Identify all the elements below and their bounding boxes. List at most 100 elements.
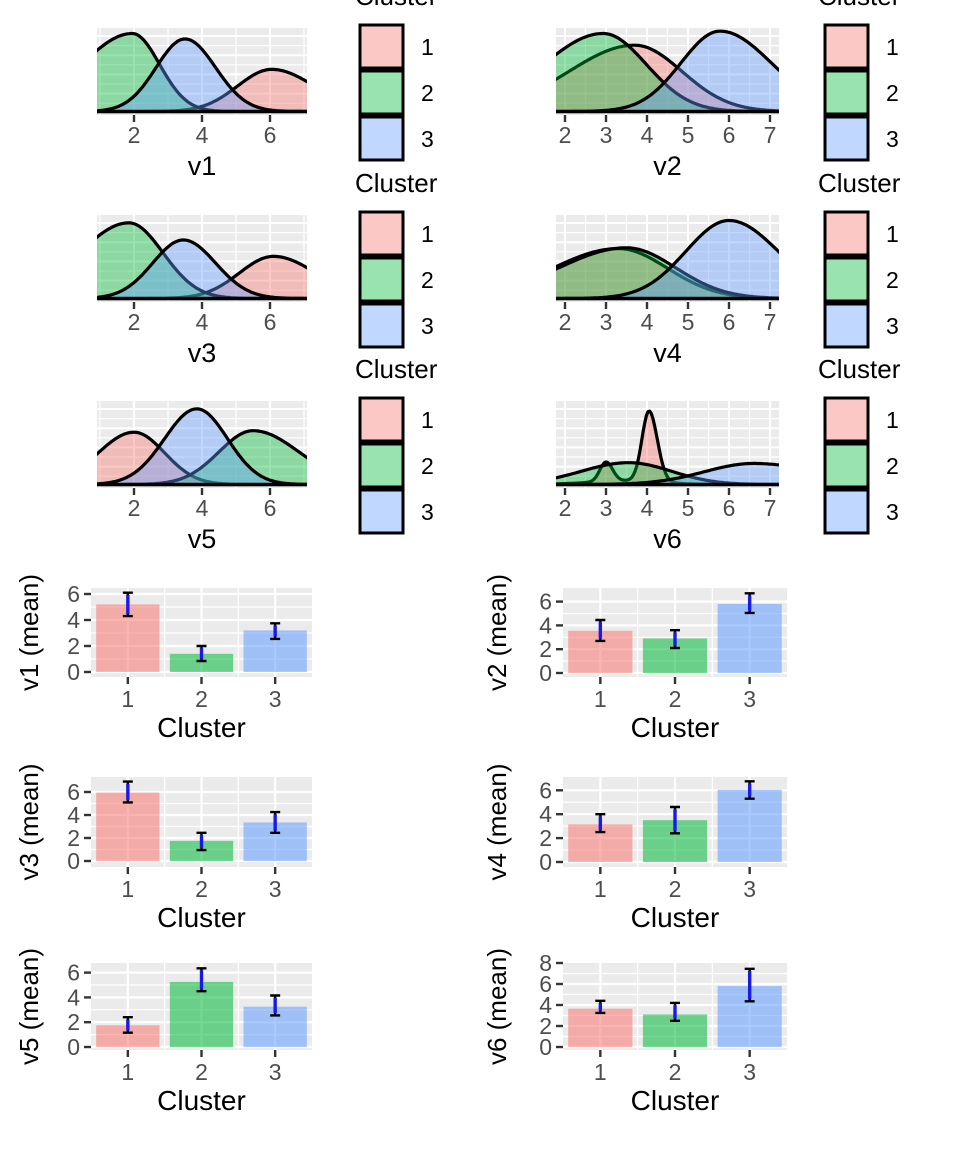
x-tick-label: 3 (743, 876, 756, 902)
y-tick-label: 0 (67, 1034, 80, 1060)
legend-title: Cluster (818, 0, 901, 11)
legend-entry-label: 2 (886, 80, 899, 106)
y-tick-label: 6 (539, 777, 552, 803)
legend-swatch-cluster3 (358, 302, 405, 349)
x-tick-label: 3 (600, 122, 613, 148)
x-tick-label: 3 (269, 1059, 282, 1085)
x-tick-label: 4 (196, 309, 209, 335)
legend-entry-label: 1 (421, 221, 434, 247)
x-tick-label: 6 (264, 309, 277, 335)
legend-swatch-cluster1 (358, 23, 405, 70)
bar-cluster3 (717, 789, 782, 862)
density-curves (556, 29, 779, 114)
legend-title: Cluster (355, 354, 438, 384)
x-axis-title: v1 (188, 151, 217, 181)
x-axis-title: v4 (653, 338, 682, 368)
y-tick-label: 6 (539, 971, 552, 997)
x-axis-title: v2 (653, 151, 682, 181)
panel-grid (97, 215, 307, 302)
error-bars (122, 780, 281, 852)
x-tick-label: 3 (743, 686, 756, 712)
density-curve-cluster2 (556, 246, 779, 301)
x-tick-label: 2 (128, 309, 141, 335)
legend-entry-label: 3 (886, 126, 899, 152)
legend-entry-label: 2 (421, 267, 434, 293)
x-tick-label: 2 (195, 1059, 208, 1085)
y-axis-title: v6 (mean) (482, 948, 512, 1065)
error-bars (122, 967, 281, 1034)
x-axis-title: v3 (188, 338, 217, 368)
legend-entry-label: 1 (886, 407, 899, 433)
panel-grid (556, 401, 779, 488)
x-tick-label: 6 (723, 309, 736, 335)
density-chart-v5: 2 4 6 v5 Cluster 1 2 3 (97, 354, 438, 554)
density-curves (556, 409, 779, 487)
legend-entry-label: 1 (886, 34, 899, 60)
bar-cluster1 (96, 792, 160, 861)
x-axis: 2 4 6 v3 (128, 302, 277, 368)
x-axis: 2 3 4 5 6 7 v4 (559, 302, 777, 368)
x-tick-label: 1 (121, 1059, 134, 1085)
y-axis-title: v1 (mean) (14, 574, 44, 691)
x-tick-label: 2 (128, 495, 141, 521)
y-tick-label: 4 (67, 802, 80, 828)
x-tick-label: 3 (600, 309, 613, 335)
y-tick-label: 4 (539, 801, 552, 827)
density-curve-cluster3 (556, 218, 779, 301)
x-tick-label: 1 (121, 686, 134, 712)
legend-swatch-cluster3 (823, 302, 870, 349)
bar-cluster2 (169, 981, 234, 1047)
legend-swatch-cluster2 (358, 256, 405, 303)
bars (568, 789, 782, 862)
x-axis-title: Cluster (631, 902, 720, 933)
legend-entry-label: 1 (421, 34, 434, 60)
x-tick-label: 4 (641, 309, 654, 335)
y-tick-label: 2 (67, 1009, 80, 1035)
x-tick-label: 2 (559, 309, 572, 335)
panel-grid (97, 28, 307, 115)
y-tick-label: 6 (67, 779, 80, 805)
density-chart-v1: 2 4 6 v1 Cluster 1 2 3 (97, 0, 438, 181)
x-tick-label: 4 (641, 495, 654, 521)
legend-entry-label: 2 (886, 453, 899, 479)
y-tick-label: 4 (539, 992, 552, 1018)
x-tick-label: 6 (723, 495, 736, 521)
x-tick-label: 4 (641, 122, 654, 148)
y-axis-title: v5 (mean) (14, 948, 44, 1065)
x-axis-title: v5 (188, 524, 217, 554)
x-tick-label: 7 (764, 309, 777, 335)
legend-swatch-cluster2 (823, 442, 870, 489)
y-tick-label: 0 (67, 848, 80, 874)
legend-swatch-cluster3 (823, 115, 870, 162)
x-tick-label: 2 (669, 686, 682, 712)
x-tick-label: 6 (723, 122, 736, 148)
x-tick-label: 4 (196, 122, 209, 148)
legend: Cluster 1 2 3 (355, 0, 438, 162)
legend-entry-label: 2 (421, 80, 434, 106)
legend-title: Cluster (818, 168, 901, 198)
y-axis-title: v3 (mean) (14, 763, 44, 880)
x-axis-title: Cluster (157, 902, 246, 933)
legend-title: Cluster (355, 168, 438, 198)
x-axis-title: v6 (653, 524, 682, 554)
y-axis-title: v4 (mean) (482, 763, 512, 880)
y-axis-title: v2 (mean) (482, 574, 512, 691)
x-axis: 2 3 4 5 6 7 v2 (559, 115, 777, 181)
x-tick-label: 5 (682, 495, 695, 521)
legend-swatch-cluster2 (358, 442, 405, 489)
y-tick-label: 4 (539, 612, 552, 638)
error-bars (595, 780, 755, 835)
x-axis: 2 4 6 v1 (128, 115, 276, 181)
x-tick-label: 3 (743, 1059, 756, 1085)
x-tick-label: 7 (764, 122, 777, 148)
x-tick-label: 3 (600, 495, 613, 521)
legend-swatch-cluster3 (823, 488, 870, 535)
legend: Cluster 1 2 3 (355, 354, 438, 535)
